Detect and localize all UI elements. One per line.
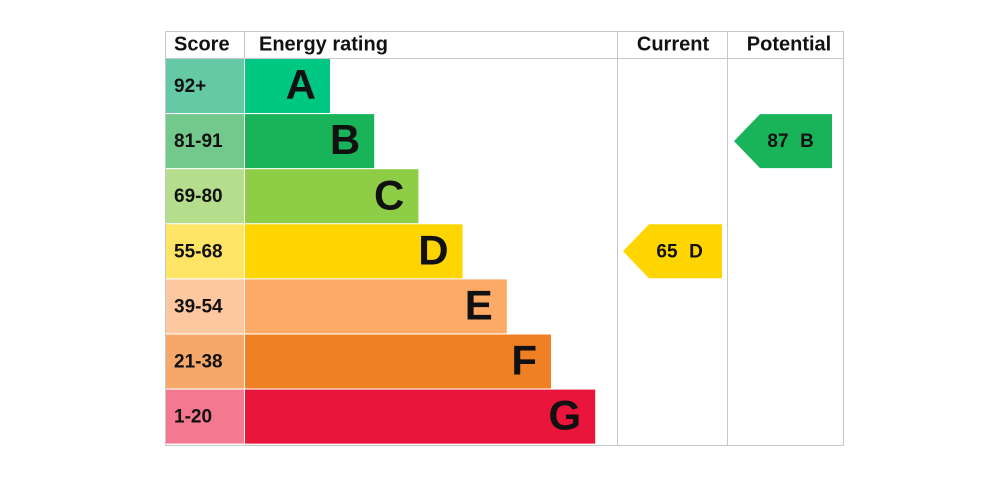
current-letter: D xyxy=(689,241,703,262)
rating-letter: E xyxy=(465,281,493,328)
score-range: 21-38 xyxy=(174,352,223,373)
header-potential: Potential xyxy=(747,33,831,55)
score-cell xyxy=(166,114,244,169)
score-range: 69-80 xyxy=(174,186,223,207)
potential-letter: B xyxy=(800,131,814,152)
rating-letter: A xyxy=(286,61,316,108)
score-cell xyxy=(166,334,244,389)
score-range: 81-91 xyxy=(174,131,223,152)
rating-letter: G xyxy=(549,392,582,439)
table-frame xyxy=(165,31,844,446)
rating-bar xyxy=(245,224,463,279)
current-value: 65 xyxy=(656,241,678,262)
rating-letter: D xyxy=(418,226,448,273)
potential-value: 87 xyxy=(767,131,788,152)
rating-letter: F xyxy=(511,337,537,384)
rating-bar xyxy=(245,334,551,389)
score-range: 1-20 xyxy=(174,407,212,428)
score-cell xyxy=(166,389,244,444)
potential-arrow xyxy=(734,114,832,169)
rating-letter: C xyxy=(374,171,404,218)
rating-bar xyxy=(245,279,507,334)
rating-bar xyxy=(245,59,330,113)
score-cell xyxy=(166,279,244,334)
rating-bar xyxy=(245,389,596,444)
header-score: Score xyxy=(174,33,230,55)
rating-bar xyxy=(245,169,419,224)
score-range: 55-68 xyxy=(174,241,223,262)
score-range: 92+ xyxy=(174,76,206,97)
score-cell xyxy=(166,224,244,279)
rating-letter: B xyxy=(330,116,360,163)
score-range: 39-54 xyxy=(174,296,223,317)
header-current: Current xyxy=(637,33,710,55)
score-cell xyxy=(166,169,244,224)
score-cell xyxy=(166,59,244,113)
rating-bar xyxy=(245,114,375,169)
current-arrow xyxy=(623,224,722,279)
header-rating: Energy rating xyxy=(259,33,388,55)
